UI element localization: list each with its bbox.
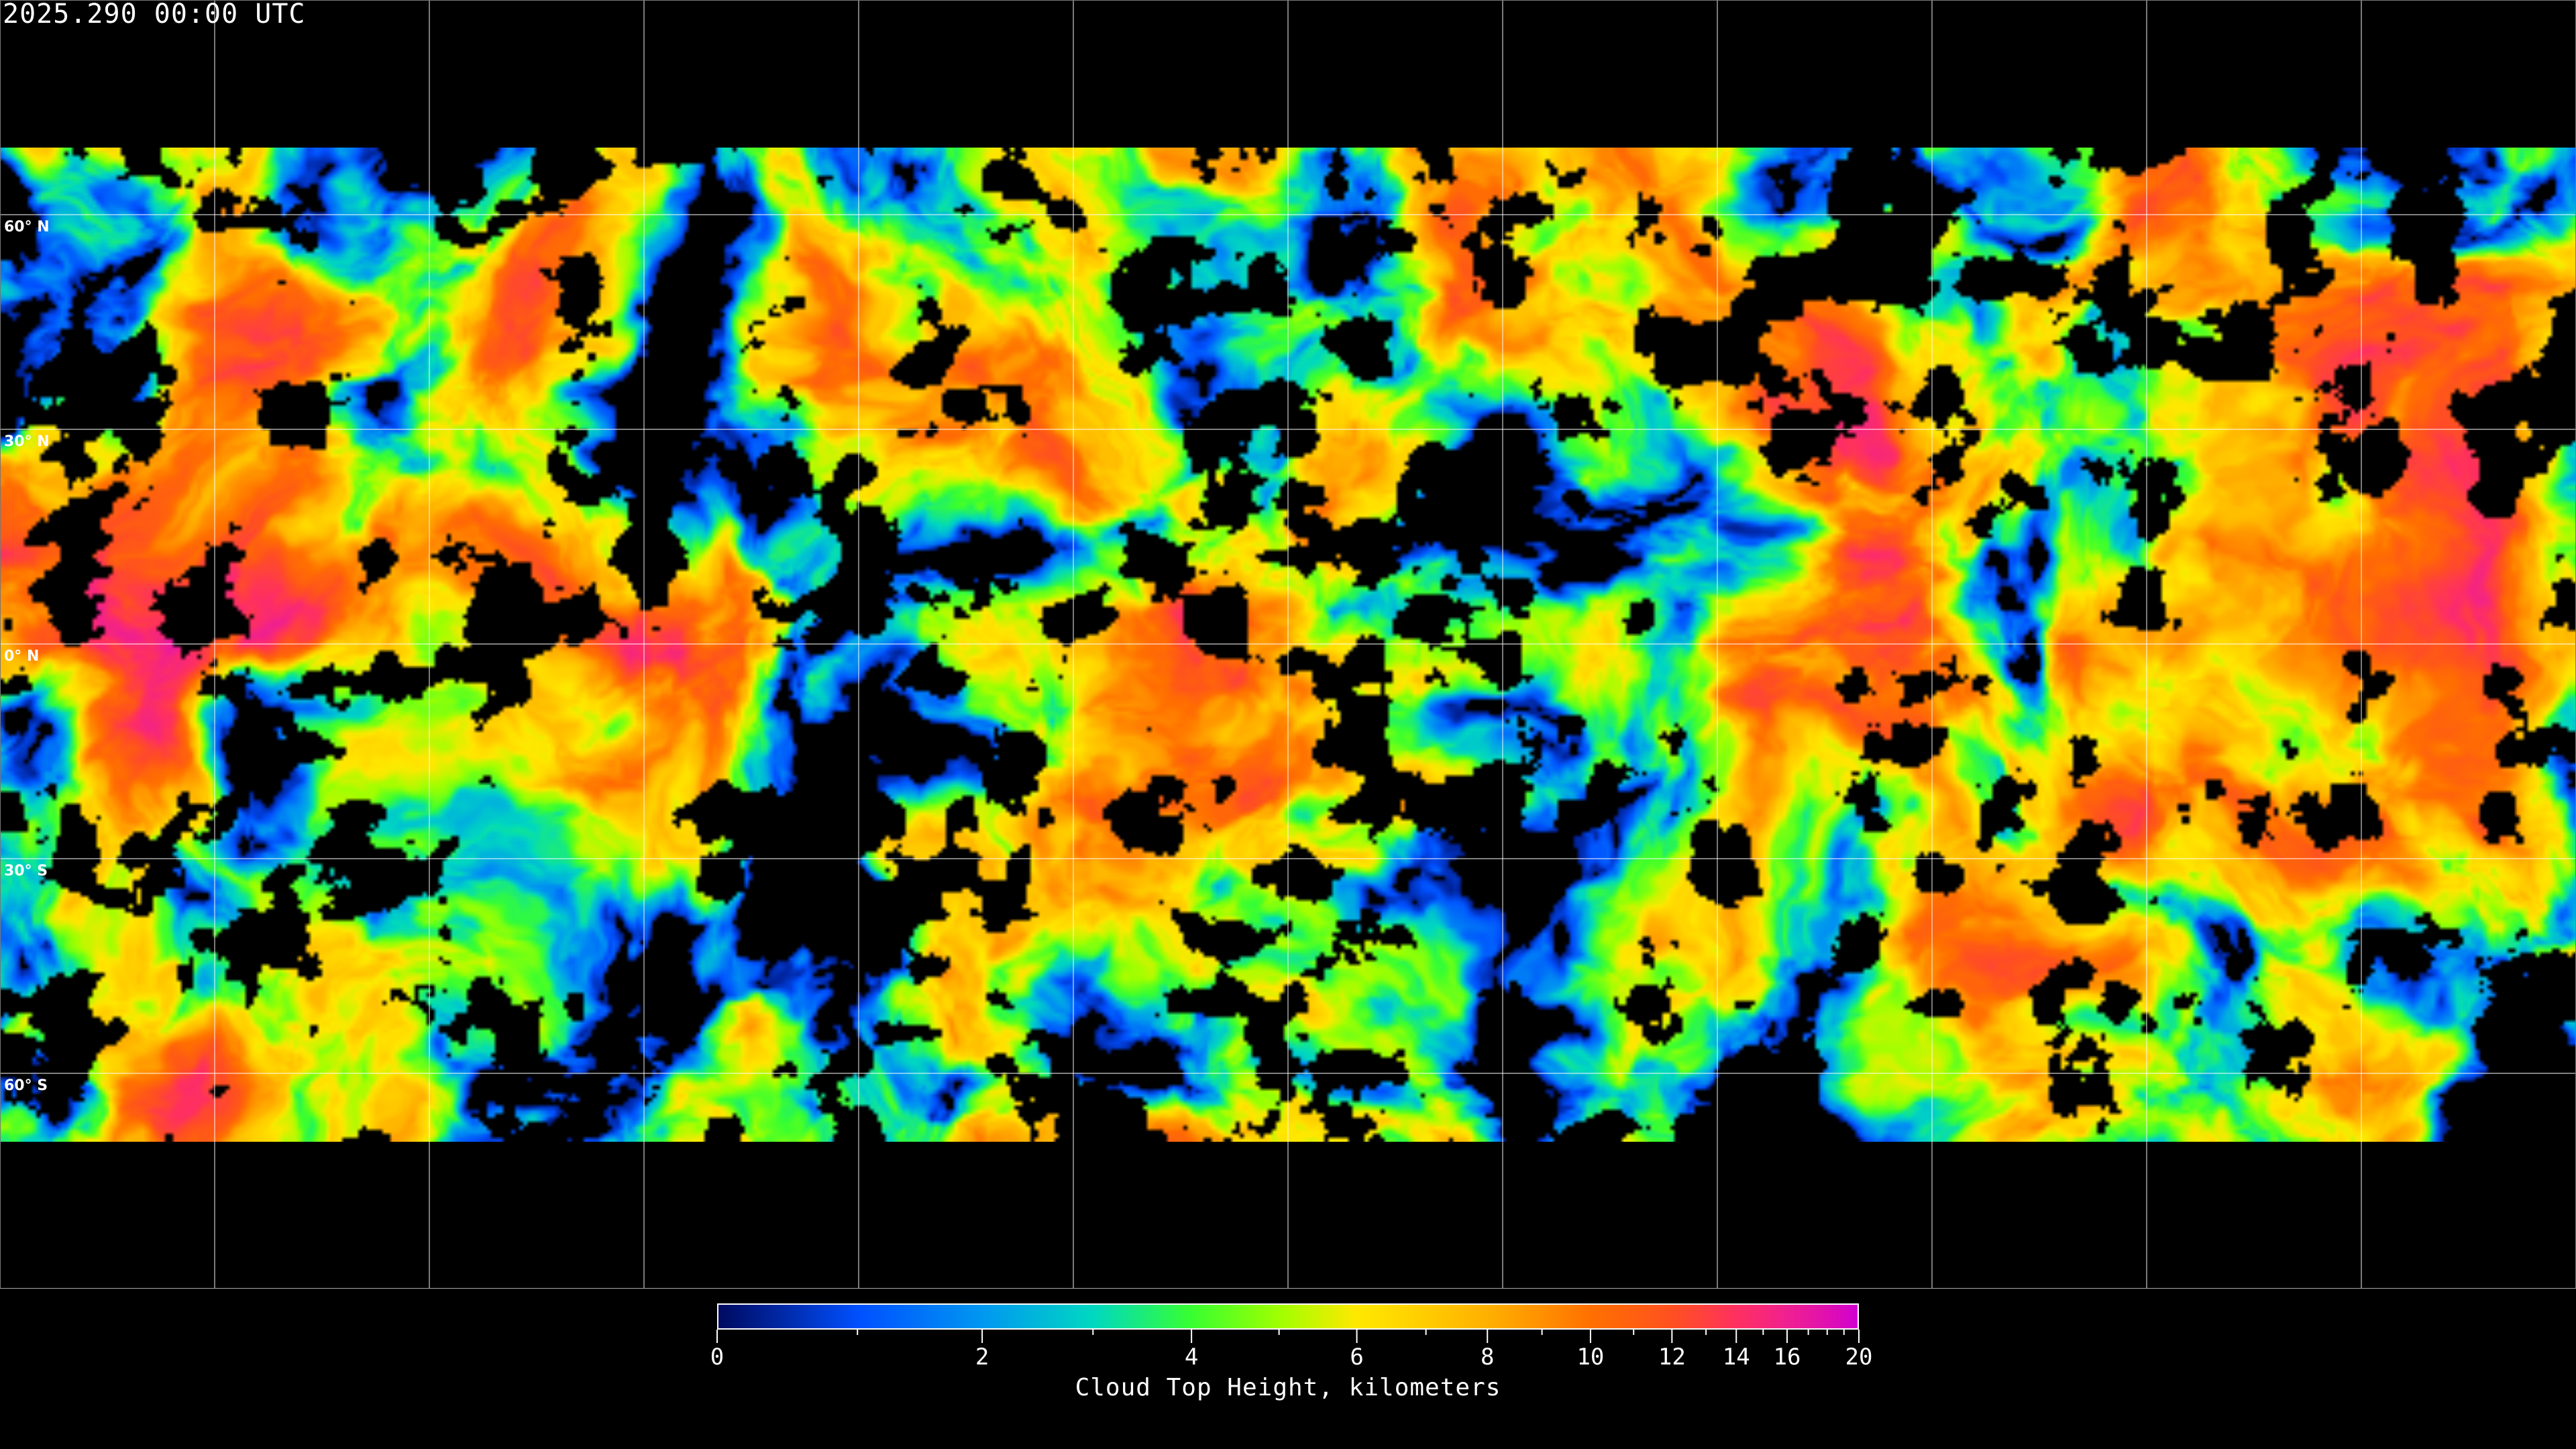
tick-label: 4 xyxy=(1185,1344,1198,1371)
tick-label: 16 xyxy=(1773,1344,1801,1371)
lat-label-60n: 60° N xyxy=(4,219,50,235)
tick-label: 0 xyxy=(710,1344,724,1371)
tick-label: 6 xyxy=(1350,1344,1363,1371)
lat-label-60s: 60° S xyxy=(4,1077,48,1094)
tick-label: 12 xyxy=(1658,1344,1686,1371)
world-map: 60° N 30° N 0° N 30° S 60° S 2025.290 00… xyxy=(0,0,2576,1289)
timestamp-title: 2025.290 00:00 UTC xyxy=(3,0,306,30)
graticule xyxy=(0,0,2576,1288)
tick-label: 8 xyxy=(1481,1344,1494,1371)
tick-label: 20 xyxy=(1845,1344,1873,1371)
tick-label: 10 xyxy=(1576,1344,1604,1371)
lat-label-0n: 0° N xyxy=(4,648,40,665)
tick-label: 14 xyxy=(1723,1344,1750,1371)
lat-label-30n: 30° N xyxy=(4,433,50,450)
tick-label: 2 xyxy=(975,1344,989,1371)
colorbar-label: Cloud Top Height, kilometers xyxy=(1075,1374,1501,1401)
lat-label-30s: 30° S xyxy=(4,863,48,879)
colorbar xyxy=(717,1303,1859,1330)
